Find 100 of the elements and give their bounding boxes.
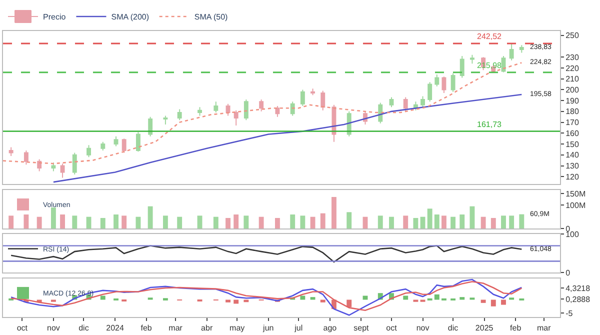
y-tick-label: 140: [566, 150, 580, 160]
candlestick: [24, 150, 28, 166]
bar: [290, 214, 296, 228]
y-tick-label: 120: [566, 172, 580, 182]
bar: [320, 213, 326, 228]
bar: [346, 300, 352, 308]
bar: [460, 214, 465, 228]
bar: [480, 216, 486, 228]
candlestick: [226, 103, 230, 116]
candlestick: [275, 105, 280, 118]
bar: [234, 214, 239, 228]
bar: [60, 214, 66, 228]
bar: [300, 296, 306, 300]
y-tick-label: 210: [566, 74, 580, 84]
candlestick: [163, 115, 168, 125]
bar: [490, 300, 496, 306]
candlestick: [244, 98, 248, 121]
y-tick-label: 0: [566, 268, 571, 278]
bar: [148, 206, 153, 228]
bar: [420, 216, 426, 228]
bar: [86, 216, 92, 228]
bar: [258, 216, 264, 228]
x-tick-label: sept: [354, 324, 370, 333]
x-tick-label: dic: [78, 324, 89, 333]
candlestick: [403, 96, 408, 112]
bar: [320, 300, 326, 302]
y-tick-label: 250: [566, 31, 580, 40]
ref-line-label: 215,98: [477, 61, 502, 70]
bar: [362, 296, 368, 300]
candlestick: [434, 74, 440, 87]
legend-label: SMA (200): [111, 12, 150, 22]
candlestick: [509, 43, 514, 61]
bar: [50, 207, 56, 228]
bar: [310, 216, 316, 228]
bar: [332, 196, 336, 228]
legend-label: Precio: [43, 12, 66, 22]
candlestick: [122, 138, 126, 154]
bar: [441, 216, 446, 228]
candlestick: [300, 89, 305, 106]
candlestick: [428, 82, 432, 102]
candlestick: [114, 136, 118, 147]
bar: [100, 218, 106, 228]
y-tick-label: 160: [566, 128, 580, 138]
bar: [413, 218, 418, 228]
candlestick: [198, 106, 202, 116]
y-tick-label: 150M: [566, 189, 586, 198]
x-tick-label: ago: [323, 324, 338, 333]
bar: [114, 214, 118, 228]
candlestick: [442, 76, 446, 94]
candlestick: [51, 162, 56, 172]
x-tick-label: jul: [294, 324, 303, 333]
y-tick-label: -5: [566, 308, 574, 318]
x-tick-label: jun: [262, 324, 274, 333]
bar: [389, 216, 394, 228]
bar: [460, 297, 465, 300]
candlestick: [136, 132, 140, 152]
bar: [501, 216, 506, 228]
x-tick-label: dic: [448, 324, 458, 333]
y-tick-label: 4,3218: [566, 284, 591, 294]
bar: [24, 214, 29, 228]
ref-line-label: 161,73: [477, 120, 502, 129]
y-tick-label: 190: [566, 96, 580, 106]
bar: [300, 216, 306, 228]
candlestick: [177, 108, 182, 121]
bar: [501, 300, 506, 305]
candlestick: [100, 141, 106, 152]
bar: [213, 216, 218, 228]
candlestick: [86, 144, 91, 158]
candlestick: [378, 102, 383, 124]
bar: [234, 300, 239, 304]
line-series: [3, 62, 522, 164]
bar: [509, 216, 514, 228]
bar: [274, 218, 280, 228]
candlestick: [8, 146, 14, 156]
bar: [72, 216, 78, 228]
y-tick-label: 220: [566, 64, 580, 73]
candlestick: [470, 54, 474, 64]
candlestick: [259, 98, 264, 112]
bar: [8, 216, 14, 228]
candlestick: [60, 163, 65, 178]
x-tick-label: may: [230, 324, 245, 333]
candlestick: [148, 116, 153, 137]
bar: [403, 216, 408, 228]
x-tick-label: mar: [536, 324, 552, 333]
x-tick-label: feb: [140, 324, 152, 333]
bar: [162, 216, 168, 228]
bar: [346, 212, 352, 228]
x-tick-label: 2024: [106, 324, 124, 333]
bar: [480, 300, 486, 303]
y-tick-label: 200: [566, 85, 580, 94]
bar: [427, 208, 432, 228]
bar: [226, 300, 230, 302]
x-tick-label: oct: [386, 324, 398, 333]
bar: [403, 296, 408, 300]
candlestick: [37, 158, 42, 172]
bar: [434, 214, 440, 228]
bar: [177, 216, 182, 228]
bar: [378, 216, 383, 228]
x-tick-label: mar: [168, 324, 183, 333]
bar: [310, 297, 316, 300]
